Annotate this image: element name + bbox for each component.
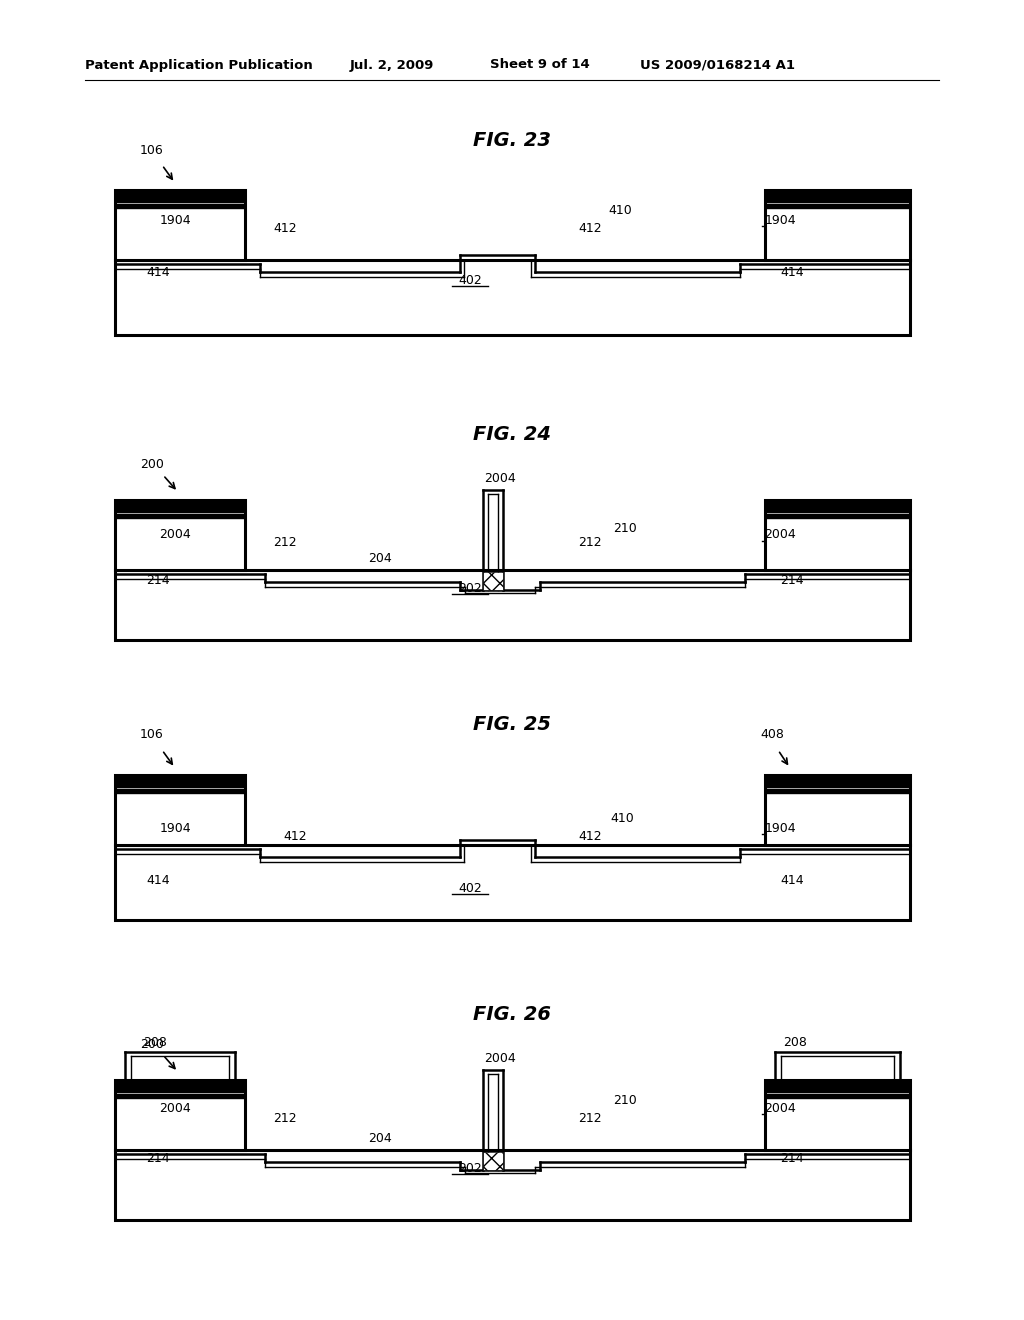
Text: 212: 212 [273,1111,297,1125]
Bar [115,845,910,920]
Text: 412: 412 [579,222,602,235]
Text: 106: 106 [140,729,164,742]
Bar [115,260,910,335]
Text: FIG. 23: FIG. 23 [473,131,551,149]
Bar [483,572,503,590]
Text: 414: 414 [146,874,170,887]
Text: FIG. 26: FIG. 26 [473,1006,551,1024]
Bar [115,570,910,640]
Text: 202: 202 [458,1162,482,1175]
Text: 204: 204 [368,552,392,565]
Text: 210: 210 [613,1093,637,1106]
Bar [765,190,910,260]
Text: 412: 412 [273,222,297,235]
Bar [115,500,245,570]
Text: 2004: 2004 [159,1101,190,1114]
Text: 414: 414 [780,265,804,279]
Text: 200: 200 [140,458,164,471]
Text: 410: 410 [608,203,632,216]
Text: 208: 208 [143,1035,167,1048]
Text: 1904: 1904 [159,821,190,834]
Text: 212: 212 [273,536,297,549]
Text: 2004: 2004 [764,528,796,541]
Text: Jul. 2, 2009: Jul. 2, 2009 [350,58,434,71]
Text: 1904: 1904 [764,214,796,227]
Bar [765,775,910,845]
Text: 214: 214 [780,573,804,586]
Text: Patent Application Publication: Patent Application Publication [85,58,312,71]
Bar [765,1080,910,1150]
Text: 412: 412 [284,829,307,842]
Text: 2004: 2004 [159,528,190,541]
Text: 212: 212 [579,536,602,549]
Bar [483,1152,503,1170]
Text: 208: 208 [783,1035,807,1048]
Text: 1904: 1904 [159,214,190,227]
Text: 412: 412 [579,829,602,842]
Text: 402: 402 [458,882,482,895]
Bar [115,775,245,845]
Text: 2004: 2004 [484,1052,516,1064]
Text: 414: 414 [780,874,804,887]
Text: Sheet 9 of 14: Sheet 9 of 14 [490,58,590,71]
Text: 106: 106 [140,144,164,157]
Text: 410: 410 [610,812,634,825]
Text: 202: 202 [458,582,482,594]
Bar [115,1080,245,1150]
Text: 408: 408 [760,729,784,742]
Bar [765,500,910,570]
Text: 402: 402 [458,273,482,286]
Text: FIG. 24: FIG. 24 [473,425,551,445]
Text: 1904: 1904 [764,821,796,834]
Text: 212: 212 [579,1111,602,1125]
Text: 204: 204 [368,1131,392,1144]
Text: 214: 214 [146,573,170,586]
Text: 2004: 2004 [764,1101,796,1114]
Text: 200: 200 [140,1039,164,1052]
Text: FIG. 25: FIG. 25 [473,715,551,734]
Text: 2004: 2004 [484,471,516,484]
Text: US 2009/0168214 A1: US 2009/0168214 A1 [640,58,795,71]
Text: 210: 210 [613,521,637,535]
Bar [115,190,245,260]
Text: 414: 414 [146,265,170,279]
Text: 214: 214 [780,1151,804,1164]
Text: 214: 214 [146,1151,170,1164]
Bar [115,1150,910,1220]
